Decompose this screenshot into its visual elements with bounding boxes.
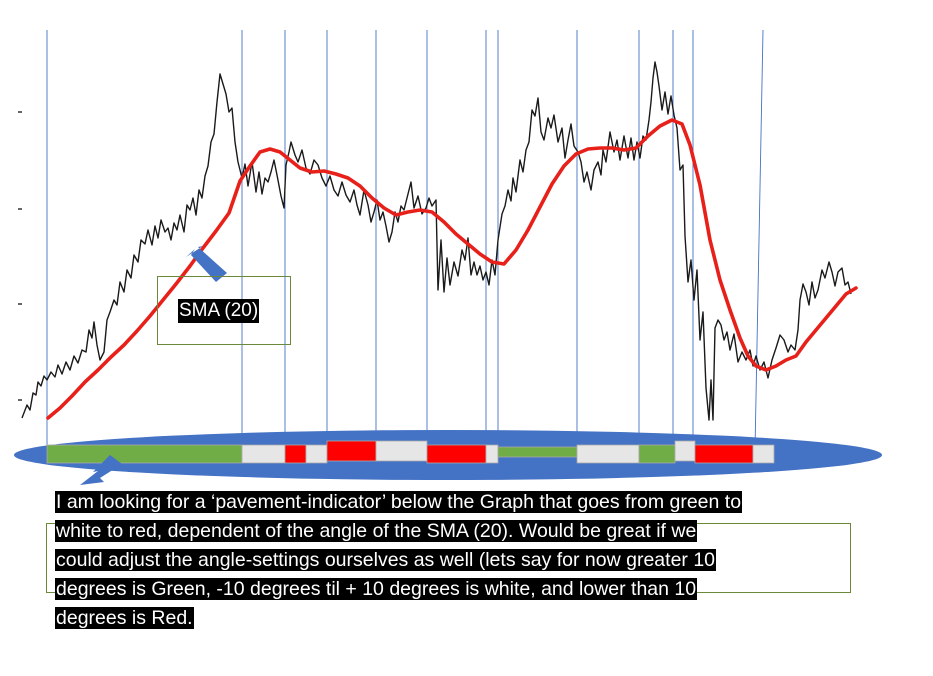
y-axis-ticks [18, 111, 22, 401]
price-line [21, 61, 852, 421]
pavement-segment-red [326, 440, 377, 462]
pavement-segment-red [694, 444, 754, 464]
note-line: I am looking for a ‘pavement-indicator’ … [55, 491, 743, 513]
pavement-segment-white [674, 440, 696, 462]
divider-line [754, 29, 764, 451]
pavement-segment-white [375, 440, 428, 462]
pavement-segment-red [284, 444, 307, 464]
note-line: degrees is Red. [55, 607, 194, 629]
pavement-segment-white [305, 444, 328, 464]
pavement-indicator [46, 440, 775, 464]
angle-change-dividers [46, 29, 764, 451]
pavement-segment-green [497, 446, 578, 458]
pavement-segment-white [241, 444, 286, 464]
note-line: degrees is Green, -10 degrees til + 10 d… [55, 578, 698, 600]
request-note: I am looking for a ‘pavement-indicator’ … [55, 488, 855, 633]
sma-20-line [46, 118, 858, 420]
pavement-segment-white [485, 444, 499, 464]
pavement-segment-green [638, 444, 676, 464]
sma-label: SMA (20) [178, 299, 260, 323]
pavement-segment-red [426, 444, 487, 464]
pavement-pointer-arrow-icon [80, 455, 122, 485]
note-line: could adjust the angle-settings ourselve… [55, 549, 717, 571]
pavement-segment-green [46, 444, 243, 464]
sma-pointer-arrow [186, 246, 227, 282]
pointer-arrow-icon [186, 246, 227, 282]
pavement-segment-white [576, 444, 640, 464]
pavement-segment-white [752, 444, 775, 464]
note-line: white to red, dependent of the angle of … [55, 520, 698, 542]
sma-label-box [157, 276, 291, 345]
